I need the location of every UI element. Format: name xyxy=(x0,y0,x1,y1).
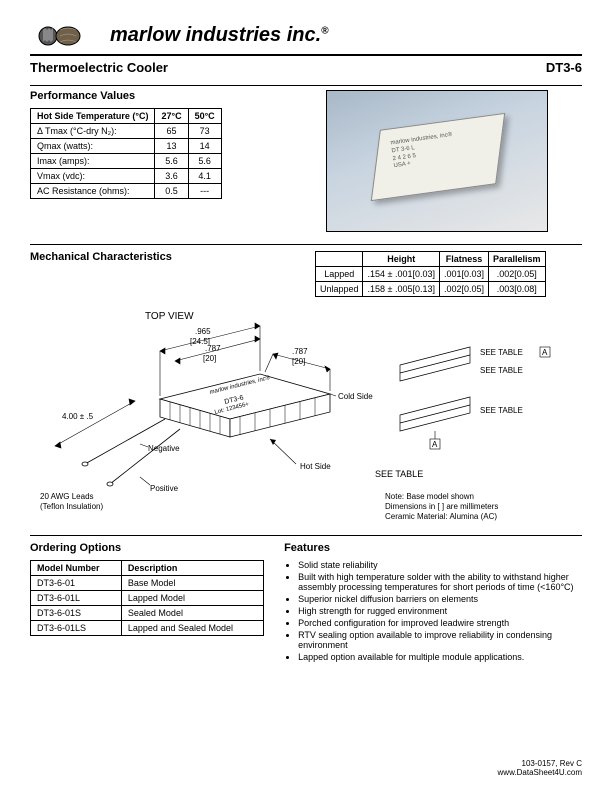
product-photo-icon: marlow industries, inc®DT 3-6 L2 4 2 6 5… xyxy=(326,90,548,232)
performance-table: Hot Side Temperature (°C) 27°C 50°C Δ Tm… xyxy=(30,108,222,199)
svg-text:[20]: [20] xyxy=(292,357,305,366)
list-item: Built with high temperature solder with … xyxy=(298,572,582,592)
table-row: AC Resistance (ohms):0.5--- xyxy=(31,184,222,199)
list-item: RTV sealing option available to improve … xyxy=(298,630,582,650)
table-row: Model Number Description xyxy=(31,561,264,576)
svg-text:Hot Side: Hot Side xyxy=(300,462,331,471)
performance-heading: Performance Values xyxy=(30,90,306,102)
svg-text:A: A xyxy=(432,440,438,449)
svg-text:.965: .965 xyxy=(195,327,211,336)
svg-text:Note: Base model shown: Note: Base model shown xyxy=(385,492,474,501)
list-item: Superior nickel diffusion barriers on el… xyxy=(298,594,582,604)
table-row: Vmax (vdc):3.64.1 xyxy=(31,169,222,184)
table-row: DT3-6-01LLapped Model xyxy=(31,591,264,606)
footer-url: www.DataSheet4U.com xyxy=(498,768,582,778)
doc-title: Thermoelectric Cooler xyxy=(30,60,168,75)
table-row: DT3-6-01Base Model xyxy=(31,576,264,591)
svg-text:Ceramic Material: Alumina (AC: Ceramic Material: Alumina (AC) xyxy=(385,512,497,521)
mechanical-heading: Mechanical Characteristics xyxy=(30,251,295,263)
list-item: Solid state reliability xyxy=(298,560,582,570)
svg-text:SEE TABLE: SEE TABLE xyxy=(480,348,523,357)
svg-text:.787: .787 xyxy=(292,347,308,356)
svg-text:4.00 ± .5: 4.00 ± .5 xyxy=(62,412,94,421)
svg-text:SEE TABLE: SEE TABLE xyxy=(480,366,523,375)
ordering-table: Model Number Description DT3-6-01Base Mo… xyxy=(30,560,264,636)
table-row: Unlapped.158 ± .005[0.13].002[0.05].003[… xyxy=(315,282,545,297)
table-row: Lapped.154 ± .001[0.03].001[0.03].002[0.… xyxy=(315,267,545,282)
svg-text:A: A xyxy=(542,348,548,357)
svg-text:Dimensions in [ ] are millimet: Dimensions in [ ] are millimeters xyxy=(385,502,498,511)
svg-text:SEE TABLE: SEE TABLE xyxy=(480,406,523,415)
ordering-heading: Ordering Options xyxy=(30,542,264,554)
table-row: Qmax (watts):1314 xyxy=(31,139,222,154)
svg-text:Positive: Positive xyxy=(150,484,179,493)
svg-text:20 AWG Leads: 20 AWG Leads xyxy=(40,492,94,501)
mechanical-diagram: TOP VIEW marlow industries, inc® xyxy=(30,299,582,529)
company-logo-icon xyxy=(30,20,100,50)
footer: 103-0157, Rev C www.DataSheet4U.com xyxy=(498,759,582,778)
table-row: Δ Tmax (°C-dry N₂):6573 xyxy=(31,124,222,139)
table-row: DT3-6-01SSealed Model xyxy=(31,606,264,621)
header: marlow industries inc.® xyxy=(30,20,582,56)
list-item: High strength for rugged environment xyxy=(298,606,582,616)
svg-text:Negative: Negative xyxy=(148,444,180,453)
features-list: Solid state reliability Built with high … xyxy=(298,560,582,662)
svg-text:SEE TABLE: SEE TABLE xyxy=(375,469,423,479)
table-row: DT3-6-01LSLapped and Sealed Model xyxy=(31,621,264,636)
table-row: Height Flatness Parallelism xyxy=(315,252,545,267)
company-name: marlow industries inc.® xyxy=(110,24,329,47)
footer-rev: 103-0157, Rev C xyxy=(498,759,582,769)
svg-text:Cold Side: Cold Side xyxy=(338,392,373,401)
divider xyxy=(30,535,582,536)
features-heading: Features xyxy=(284,542,582,554)
list-item: Porched configuration for improved leadw… xyxy=(298,618,582,628)
table-row: Hot Side Temperature (°C) 27°C 50°C xyxy=(31,109,222,124)
svg-text:(Teflon Insulation): (Teflon Insulation) xyxy=(40,502,103,511)
mechanical-table: Height Flatness Parallelism Lapped.154 ±… xyxy=(315,251,546,297)
top-view-label: TOP VIEW xyxy=(145,311,194,322)
divider xyxy=(30,244,582,245)
divider xyxy=(30,85,582,86)
table-row: Imax (amps):5.65.6 xyxy=(31,154,222,169)
product-code: DT3-6 xyxy=(546,60,582,75)
list-item: Lapped option available for multiple mod… xyxy=(298,652,582,662)
svg-text:.787: .787 xyxy=(205,344,221,353)
title-bar: Thermoelectric Cooler DT3-6 xyxy=(30,60,582,75)
svg-text:[20]: [20] xyxy=(203,354,216,363)
